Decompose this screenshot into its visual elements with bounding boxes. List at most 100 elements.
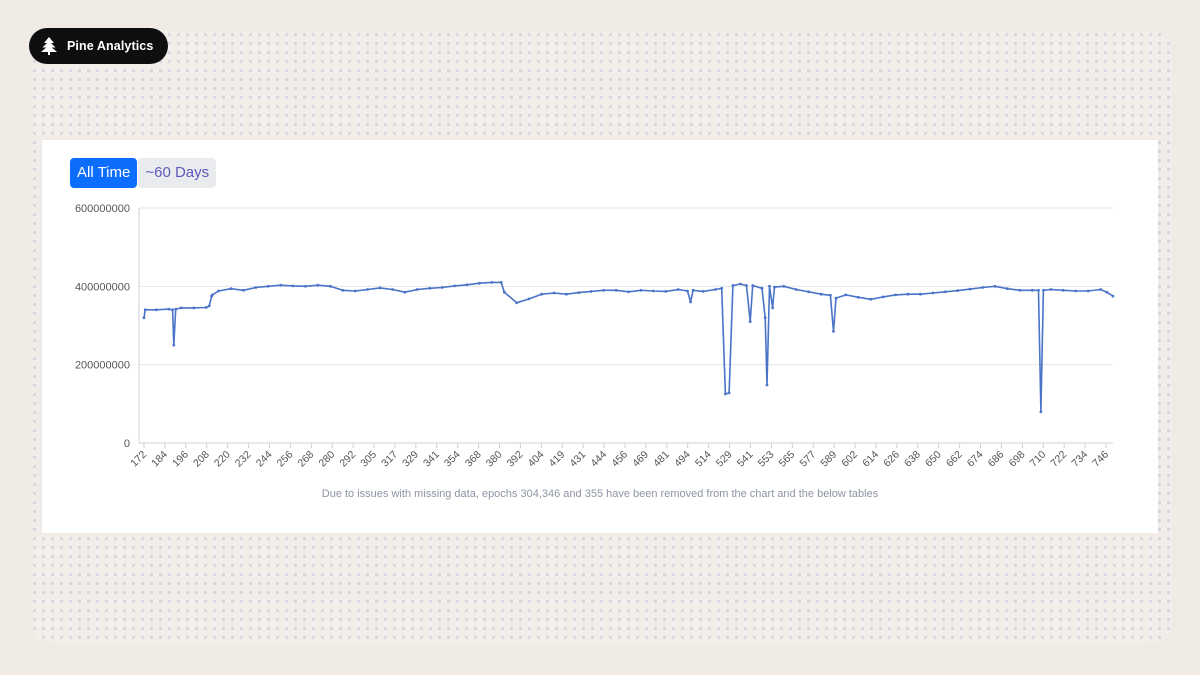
data-point bbox=[1111, 294, 1115, 298]
data-point bbox=[686, 289, 689, 293]
data-point bbox=[1105, 290, 1109, 294]
x-tick-label: 565 bbox=[777, 449, 798, 470]
data-point bbox=[602, 288, 606, 292]
data-point bbox=[1030, 288, 1034, 292]
data-point bbox=[254, 286, 258, 289]
data-point bbox=[1099, 288, 1102, 291]
x-tick-label: 196 bbox=[170, 449, 191, 470]
x-tick-label: 280 bbox=[316, 449, 337, 470]
x-tick-label: 698 bbox=[1007, 449, 1028, 470]
data-point bbox=[207, 304, 211, 308]
brand-name: Pine Analytics bbox=[67, 39, 154, 53]
data-point bbox=[763, 316, 767, 320]
data-point bbox=[981, 286, 984, 289]
data-point bbox=[968, 287, 972, 291]
data-point bbox=[1049, 288, 1053, 291]
data-point bbox=[527, 297, 531, 301]
chart-footnote: Due to issues with missing data, epochs … bbox=[321, 488, 879, 500]
data-point bbox=[714, 288, 717, 291]
chart-card: All Time ~60 Days 0 200000000 400000000 600… bbox=[42, 140, 1158, 533]
data-point bbox=[768, 284, 771, 288]
data-point bbox=[931, 291, 935, 295]
data-point bbox=[179, 306, 183, 310]
data-point bbox=[217, 289, 220, 293]
data-point bbox=[589, 290, 593, 293]
x-tick-label: 244 bbox=[254, 449, 275, 470]
data-point bbox=[172, 343, 176, 347]
data-point bbox=[502, 290, 506, 294]
x-tick-label: 541 bbox=[735, 449, 756, 470]
x-tick-label: 710 bbox=[1028, 449, 1049, 470]
data-point bbox=[701, 290, 705, 293]
data-point bbox=[676, 288, 680, 291]
data-point bbox=[192, 306, 196, 310]
y-tick-label: 600000000 bbox=[75, 203, 130, 215]
y-tick-label: 0 bbox=[124, 438, 130, 450]
data-point bbox=[1018, 288, 1022, 292]
data-point bbox=[919, 292, 922, 296]
data-point bbox=[760, 286, 764, 290]
series-line bbox=[143, 281, 1114, 413]
x-tick-label: 268 bbox=[296, 449, 317, 470]
x-tick-label: 469 bbox=[630, 449, 651, 470]
data-point bbox=[1061, 288, 1065, 292]
data-point bbox=[794, 288, 798, 291]
data-point bbox=[1086, 289, 1090, 293]
data-point bbox=[440, 286, 444, 289]
data-point bbox=[499, 281, 503, 284]
tab-60-days[interactable]: ~60 Days bbox=[138, 158, 217, 188]
data-point bbox=[210, 293, 214, 297]
x-tick-label: 354 bbox=[442, 449, 463, 470]
y-tick-label: 400000000 bbox=[75, 281, 130, 293]
x-tick-label: 746 bbox=[1090, 449, 1111, 470]
data-point bbox=[453, 284, 456, 288]
x-tick-label: 686 bbox=[986, 449, 1007, 470]
data-point bbox=[540, 292, 543, 296]
range-tabs: All Time ~60 Days bbox=[70, 158, 217, 188]
x-tick-label: 722 bbox=[1048, 449, 1069, 470]
data-point bbox=[304, 284, 307, 288]
y-tick-label: 200000000 bbox=[75, 360, 130, 372]
x-tick-label: 317 bbox=[379, 449, 400, 470]
data-point bbox=[819, 292, 823, 296]
data-point bbox=[1074, 289, 1078, 293]
data-point bbox=[651, 289, 655, 293]
data-point bbox=[689, 300, 692, 304]
x-tick-label: 626 bbox=[881, 449, 902, 470]
data-point bbox=[782, 284, 786, 288]
x-tick-label: 494 bbox=[672, 449, 693, 470]
data-point bbox=[639, 288, 643, 292]
x-tick-label: 577 bbox=[797, 449, 818, 470]
tab-all-time[interactable]: All Time bbox=[70, 158, 138, 188]
x-tick-label: 614 bbox=[860, 449, 881, 470]
x-tick-label: 456 bbox=[609, 449, 630, 470]
data-point bbox=[614, 288, 618, 292]
data-point bbox=[765, 383, 769, 387]
x-tick-label: 734 bbox=[1069, 449, 1090, 470]
data-point bbox=[328, 284, 332, 288]
x-tick-label: 419 bbox=[547, 449, 568, 470]
data-point bbox=[748, 320, 752, 323]
data-point bbox=[771, 306, 774, 310]
data-point bbox=[881, 295, 885, 299]
data-point bbox=[229, 287, 233, 291]
data-point bbox=[664, 290, 668, 293]
data-point bbox=[490, 281, 494, 284]
data-point bbox=[353, 289, 357, 293]
data-point bbox=[727, 391, 731, 395]
data-point bbox=[844, 293, 848, 297]
data-point bbox=[577, 291, 581, 294]
data-point bbox=[834, 296, 838, 300]
data-point bbox=[869, 297, 873, 301]
data-point bbox=[279, 283, 283, 287]
x-tick-label: 220 bbox=[212, 449, 233, 470]
x-tick-label: 172 bbox=[128, 449, 149, 470]
data-point bbox=[829, 293, 832, 297]
data-point bbox=[366, 288, 369, 291]
x-tick-label: 184 bbox=[149, 449, 170, 470]
data-point bbox=[906, 292, 910, 296]
data-point bbox=[720, 286, 724, 290]
x-tick-label: 305 bbox=[358, 449, 379, 470]
data-point bbox=[316, 283, 320, 287]
data-point bbox=[856, 295, 860, 299]
